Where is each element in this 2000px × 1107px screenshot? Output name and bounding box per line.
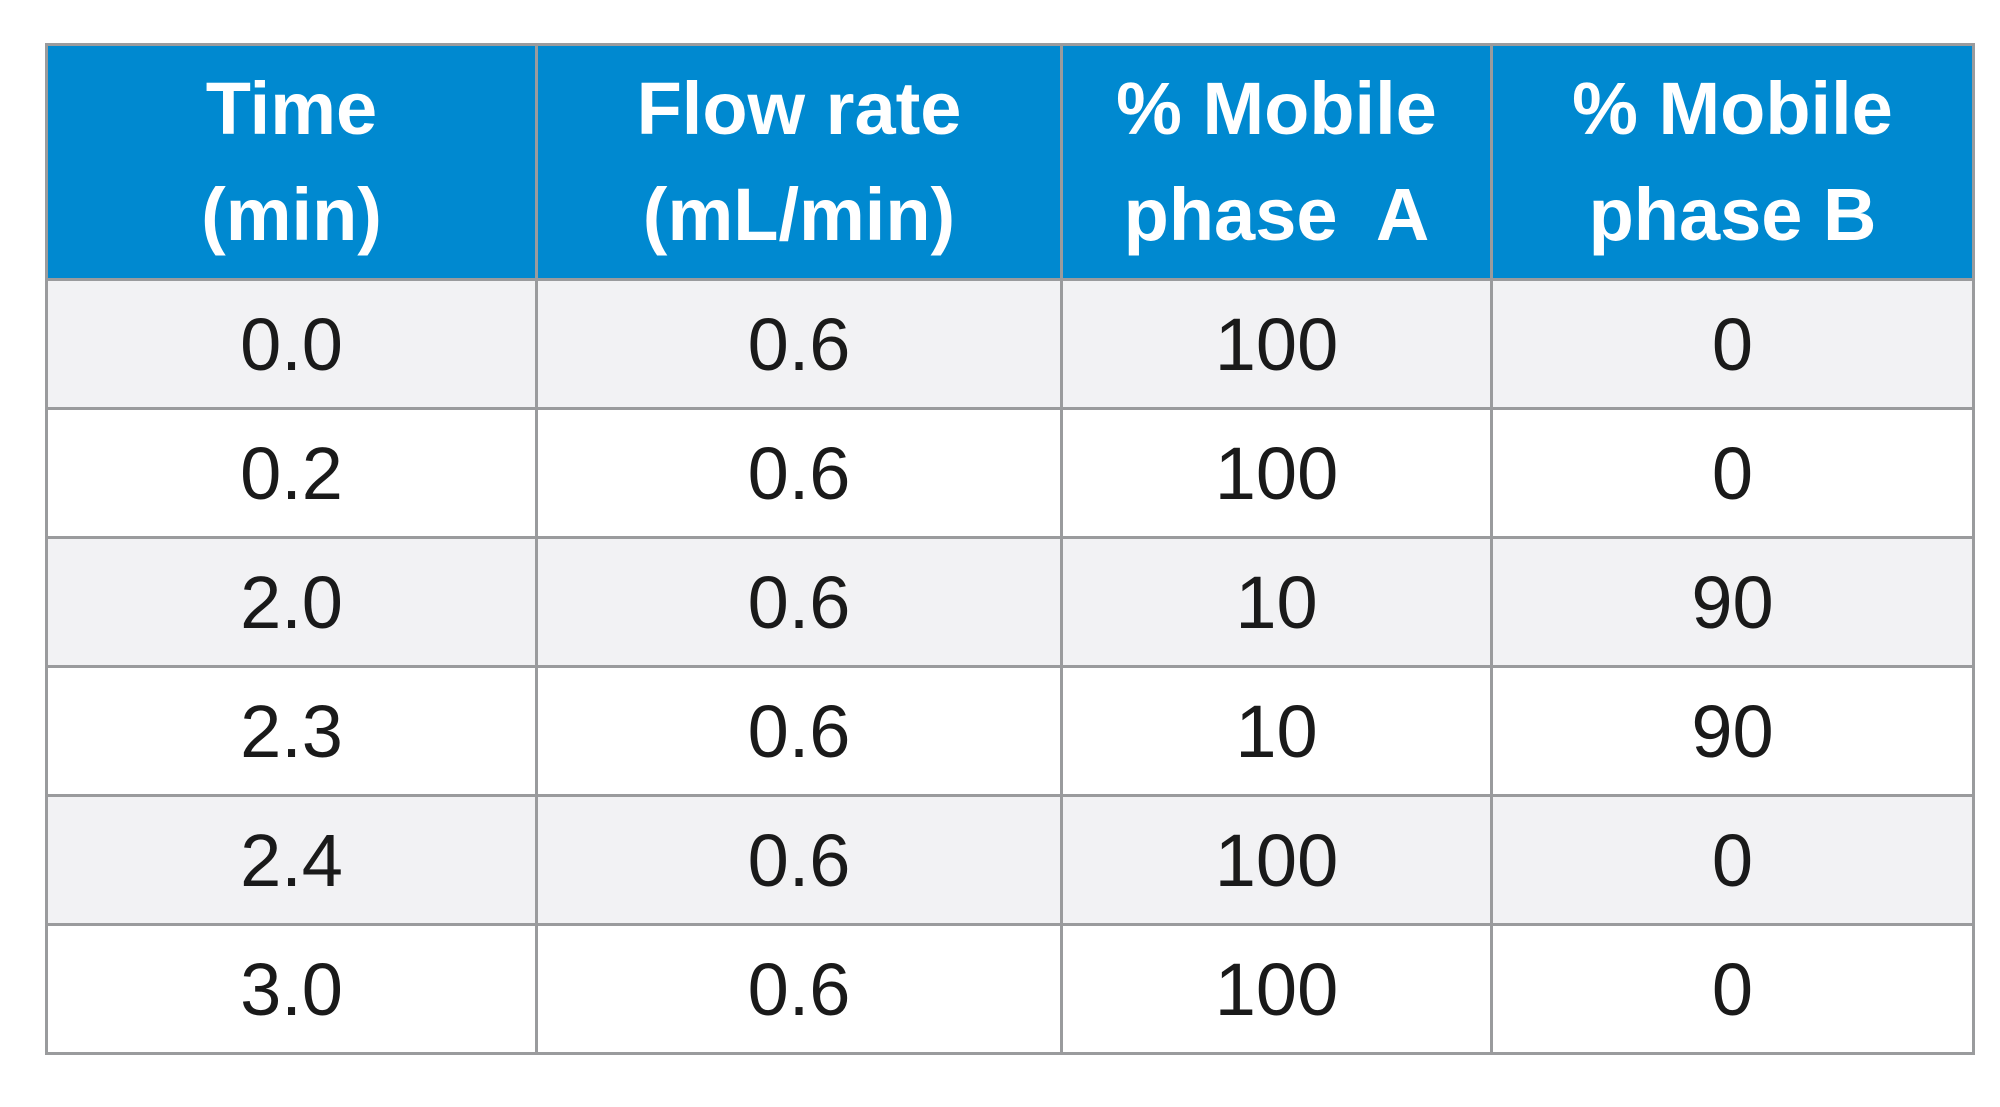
cell-mobile-phase-b: 0 (1490, 794, 1975, 926)
gradient-table-container: Time (min) Flow rate (mL/min) % Mobile p… (45, 43, 1975, 1055)
header-time-line2: (min) (201, 173, 382, 256)
header-flow-rate-line1: Flow rate (636, 67, 962, 150)
cell-time: 0.2 (45, 407, 538, 539)
cell-mobile-phase-b: 0 (1490, 407, 1975, 539)
cell-time: 0.0 (45, 278, 538, 410)
table-row: 0.0 0.6 100 0 (45, 278, 1975, 410)
header-flow-rate: Flow rate (mL/min) (535, 43, 1063, 281)
cell-mobile-phase-b: 90 (1490, 536, 1975, 668)
cell-flow-rate: 0.6 (535, 794, 1063, 926)
header-mobile-phase-b-line2: phase B (1588, 173, 1877, 256)
cell-mobile-phase-a: 100 (1060, 923, 1493, 1055)
header-mobile-phase-a-line2: phase A (1123, 173, 1430, 256)
header-time-line1: Time (205, 67, 378, 150)
header-flow-rate-line2: (mL/min) (642, 173, 956, 256)
cell-mobile-phase-a: 100 (1060, 407, 1493, 539)
header-mobile-phase-a-line1: % Mobile (1116, 67, 1437, 150)
cell-time: 2.3 (45, 665, 538, 797)
cell-mobile-phase-b: 0 (1490, 278, 1975, 410)
cell-mobile-phase-b: 0 (1490, 923, 1975, 1055)
cell-flow-rate: 0.6 (535, 923, 1063, 1055)
cell-mobile-phase-a: 100 (1060, 794, 1493, 926)
gradient-table: Time (min) Flow rate (mL/min) % Mobile p… (45, 43, 1975, 1055)
header-mobile-phase-a: % Mobile phase A (1060, 43, 1493, 281)
header-mobile-phase-b: % Mobile phase B (1490, 43, 1975, 281)
cell-mobile-phase-a: 100 (1060, 278, 1493, 410)
table-row: 2.3 0.6 10 90 (45, 665, 1975, 797)
cell-time: 2.4 (45, 794, 538, 926)
table-row: 3.0 0.6 100 0 (45, 923, 1975, 1055)
table-row: 0.2 0.6 100 0 (45, 407, 1975, 539)
table-row: 2.0 0.6 10 90 (45, 536, 1975, 668)
cell-mobile-phase-a: 10 (1060, 536, 1493, 668)
cell-mobile-phase-a: 10 (1060, 665, 1493, 797)
cell-flow-rate: 0.6 (535, 665, 1063, 797)
cell-time: 2.0 (45, 536, 538, 668)
header-time: Time (min) (45, 43, 538, 281)
header-row: Time (min) Flow rate (mL/min) % Mobile p… (45, 43, 1975, 281)
table-row: 2.4 0.6 100 0 (45, 794, 1975, 926)
header-mobile-phase-b-line1: % Mobile (1572, 67, 1893, 150)
cell-mobile-phase-b: 90 (1490, 665, 1975, 797)
cell-time: 3.0 (45, 923, 538, 1055)
cell-flow-rate: 0.6 (535, 536, 1063, 668)
cell-flow-rate: 0.6 (535, 278, 1063, 410)
cell-flow-rate: 0.6 (535, 407, 1063, 539)
